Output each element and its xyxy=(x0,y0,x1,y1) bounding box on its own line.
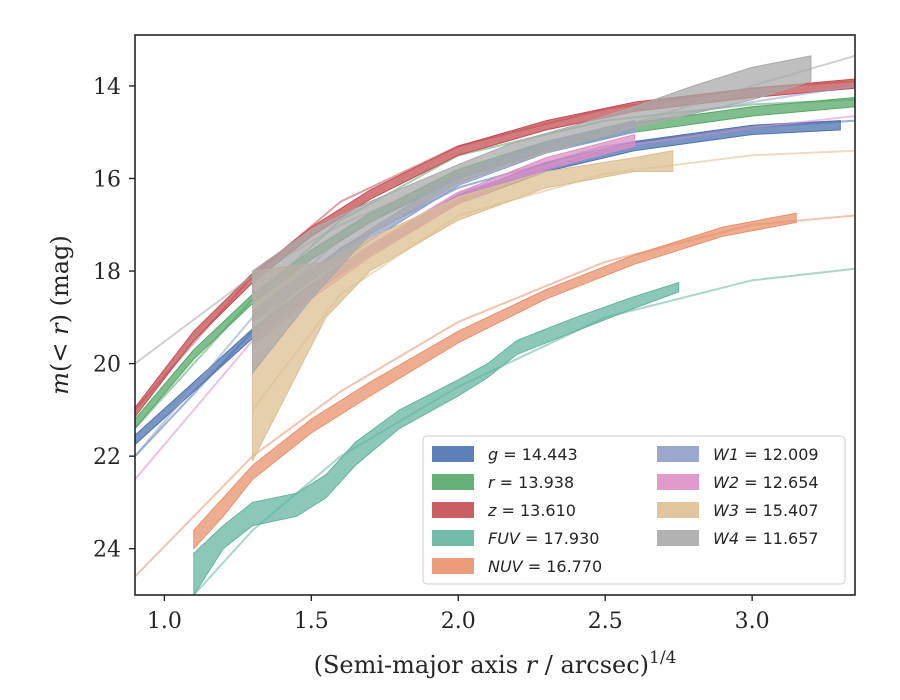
legend-label-z: z = 13.610 xyxy=(487,501,576,520)
legend-swatch-fuv xyxy=(432,530,474,546)
y-axis-label: m(< r) (mag) xyxy=(46,235,74,395)
band-w3 xyxy=(252,150,674,462)
model-line-w4 xyxy=(135,54,855,365)
legend-entries: g = 14.443 r = 13.938 z = 13.610 FUV = 17.9… xyxy=(432,445,819,576)
x-axis-label: (Semi-major axis r / arcsec)1/4 xyxy=(314,648,677,679)
y-tick-label: 14 xyxy=(93,75,121,100)
legend-swatch-w1 xyxy=(657,446,699,462)
series-layer xyxy=(135,54,855,595)
legend: g = 14.443 r = 13.938 z = 13.610 FUV = 17.9… xyxy=(422,435,846,585)
band-nuv xyxy=(193,212,797,550)
legend-label-g: g = 14.443 xyxy=(488,445,578,464)
y-tick-label: 20 xyxy=(93,353,121,378)
legend-swatch-w3 xyxy=(657,502,699,518)
legend-label-w2: W2 = 12.654 xyxy=(713,473,819,492)
model-line-fuv xyxy=(193,267,855,595)
x-axis: 1.0 1.5 2.0 2.5 3.0 xyxy=(147,595,770,634)
legend-swatch-w4 xyxy=(657,530,699,546)
y-tick-label: 16 xyxy=(93,167,121,192)
x-tick-label: 2.5 xyxy=(588,609,623,634)
legend-label-w4: W4 = 11.657 xyxy=(713,529,819,548)
legend-label-fuv: FUV = 17.930 xyxy=(488,529,599,548)
legend-label-w1: W1 = 12.009 xyxy=(713,445,819,464)
legend-swatch-w2 xyxy=(657,474,699,490)
y-tick-label: 18 xyxy=(93,260,121,285)
x-tick-label: 1.5 xyxy=(294,609,329,634)
x-tick-label: 2.0 xyxy=(441,609,476,634)
legend-swatch-g xyxy=(432,446,474,462)
legend-frame xyxy=(422,435,846,585)
legend-swatch-nuv xyxy=(432,558,474,574)
legend-swatch-z xyxy=(432,502,474,518)
model-line-w3 xyxy=(251,149,855,411)
x-tick-label: 3.0 xyxy=(735,609,770,634)
x-tick-label: 1.0 xyxy=(147,609,182,634)
plot-frame xyxy=(134,34,856,596)
legend-swatch-r xyxy=(432,474,474,490)
legend-label-nuv: NUV = 16.770 xyxy=(488,557,602,576)
legend-label-r: r = 13.938 xyxy=(488,473,574,492)
y-axis: 14 16 18 20 22 24 xyxy=(93,75,135,563)
y-tick-label: 24 xyxy=(93,538,121,563)
y-tick-label: 22 xyxy=(93,445,121,470)
legend-label-w3: W3 = 15.407 xyxy=(713,501,819,520)
band-fuv xyxy=(193,281,680,595)
